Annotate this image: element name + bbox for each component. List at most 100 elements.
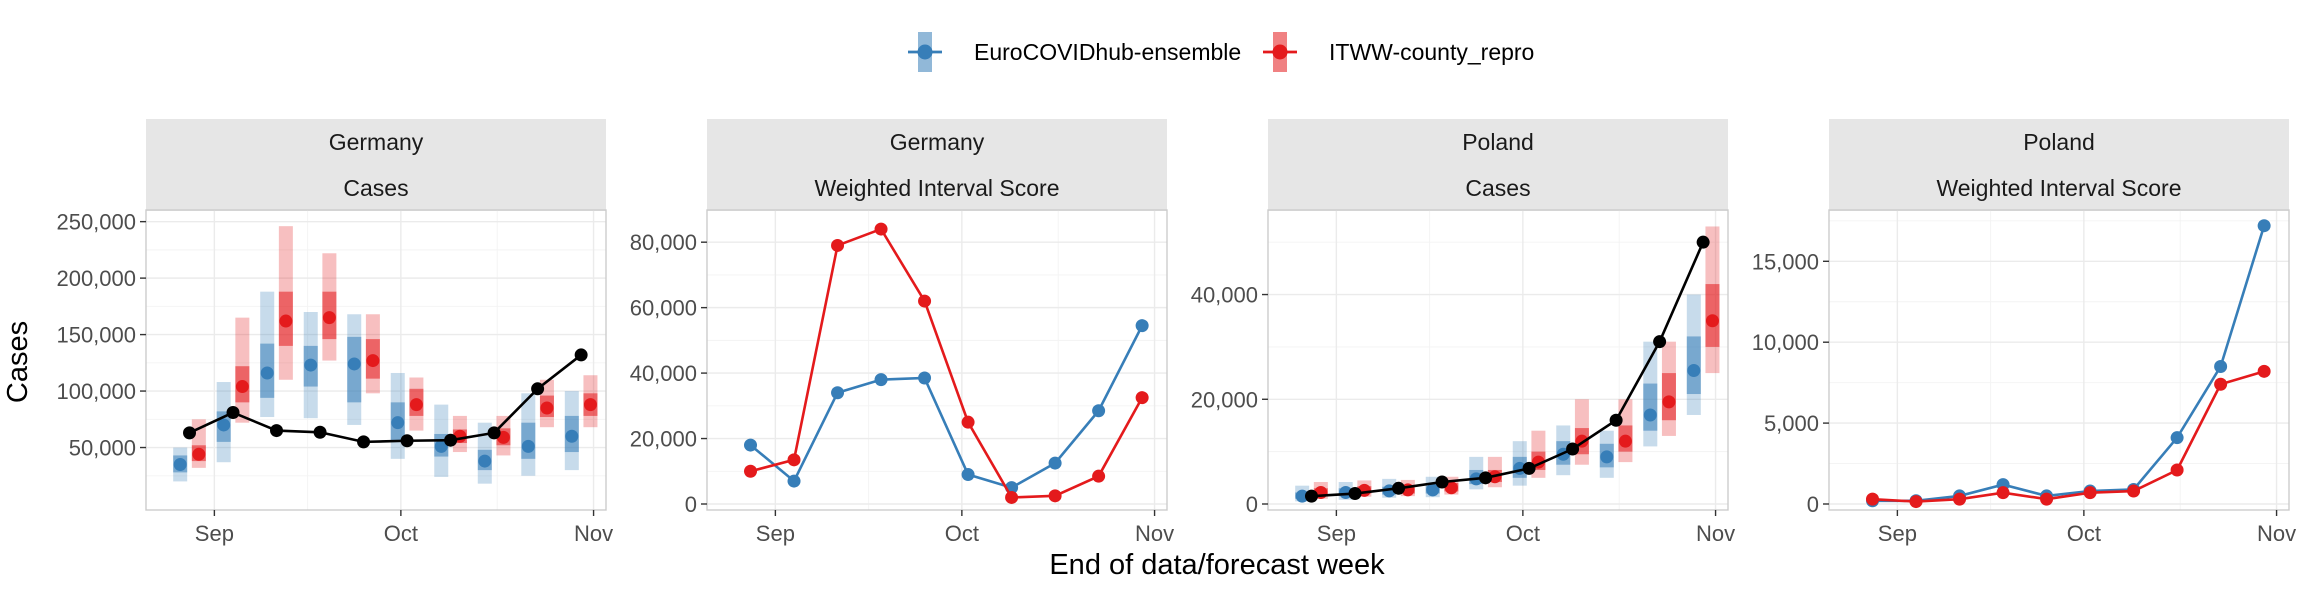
median-point bbox=[217, 418, 231, 432]
observed-line bbox=[188, 353, 582, 444]
score-point bbox=[744, 438, 758, 452]
panel-border bbox=[706, 209, 1168, 511]
observed-point bbox=[444, 433, 458, 447]
x-tick-label: Nov bbox=[1135, 521, 1174, 546]
y-axis-title: Cases bbox=[2, 321, 34, 403]
observed-point bbox=[183, 426, 197, 440]
observed-line bbox=[1311, 241, 1705, 498]
observed-point bbox=[1435, 475, 1449, 489]
observed-point bbox=[574, 348, 588, 362]
median-point bbox=[366, 354, 380, 368]
y-tick-label: 80,000 bbox=[630, 230, 697, 255]
observed-point bbox=[1522, 461, 1536, 475]
score-point bbox=[1996, 486, 2010, 500]
observed-point bbox=[357, 435, 371, 449]
panel-poland-cases: Poland Cases 0 20,000 40,000 Sep Oct Nov bbox=[1191, 119, 1735, 546]
median-point bbox=[565, 429, 579, 443]
facet-label-location: Germany bbox=[329, 129, 424, 155]
y-tick-label: 200,000 bbox=[56, 266, 136, 291]
score-point bbox=[1909, 495, 1923, 509]
score-point bbox=[1953, 492, 1967, 506]
score-point bbox=[831, 238, 845, 252]
score-point bbox=[2257, 219, 2271, 233]
score-point bbox=[2214, 359, 2228, 373]
x-tick-label: Oct bbox=[2067, 521, 2101, 546]
median-point bbox=[173, 457, 187, 471]
median-point bbox=[279, 314, 293, 328]
y-tick-label: 5,000 bbox=[1764, 411, 1819, 436]
y-tick-label: 0 bbox=[1246, 492, 1258, 517]
y-tick-label: 150,000 bbox=[56, 323, 136, 348]
median-point bbox=[409, 398, 423, 412]
facet-label-target: Cases bbox=[1465, 175, 1530, 201]
median-point bbox=[1618, 434, 1632, 448]
panel-poland-wis: Poland Weighted Interval Score 0 5,000 10,00… bbox=[1752, 119, 2296, 546]
facet-strip-location bbox=[146, 119, 606, 165]
prediction-interval-inner bbox=[1643, 383, 1658, 431]
observed-point bbox=[400, 434, 414, 448]
y-tick-label: 40,000 bbox=[1191, 283, 1258, 308]
x-tick-label: Sep bbox=[1878, 521, 1917, 546]
x-axis-title: End of data/forecast week bbox=[1049, 549, 1385, 581]
median-point bbox=[1643, 408, 1657, 422]
median-point bbox=[521, 439, 535, 453]
x-tick-label: Sep bbox=[195, 521, 234, 546]
score-point bbox=[2257, 364, 2271, 378]
x-tick-label: Sep bbox=[1317, 521, 1356, 546]
score-line bbox=[1872, 225, 2266, 503]
facet-label-target: Weighted Interval Score bbox=[1936, 175, 2181, 201]
score-point bbox=[1092, 404, 1106, 418]
median-point bbox=[1705, 314, 1719, 328]
x-tick-label: Oct bbox=[384, 521, 418, 546]
observed-point bbox=[487, 426, 501, 440]
observed-point bbox=[1479, 471, 1493, 485]
median-point bbox=[1426, 483, 1440, 497]
facet-label-target: Weighted Interval Score bbox=[814, 175, 1059, 201]
observed-point bbox=[1392, 481, 1406, 495]
observed-point bbox=[531, 382, 545, 396]
median-point bbox=[478, 454, 492, 468]
score-point bbox=[1135, 319, 1149, 333]
score-line bbox=[749, 325, 1144, 490]
legend-label: EuroCOVIDhub-ensemble bbox=[974, 39, 1241, 65]
median-point bbox=[1662, 395, 1676, 409]
x-tick-label: Oct bbox=[945, 521, 979, 546]
observed-point bbox=[1609, 413, 1623, 427]
observed-point bbox=[1653, 335, 1667, 349]
score-point bbox=[1005, 490, 1019, 504]
facet-strip-target bbox=[707, 165, 1167, 211]
legend-label: ITWW-county_repro bbox=[1329, 39, 1534, 65]
observed-point bbox=[1696, 235, 1710, 249]
y-tick-label: 50,000 bbox=[69, 436, 136, 461]
y-tick-label: 40,000 bbox=[630, 361, 697, 386]
facet-strip-location bbox=[1829, 119, 2289, 165]
legend-key-point bbox=[1272, 44, 1288, 60]
median-point bbox=[583, 398, 597, 412]
facet-strip-target bbox=[146, 165, 606, 211]
facet-strip-location bbox=[707, 119, 1167, 165]
score-point bbox=[787, 453, 801, 467]
median-point bbox=[347, 357, 361, 371]
y-tick-label: 15,000 bbox=[1752, 249, 1819, 274]
score-point bbox=[787, 474, 801, 488]
y-tick-label: 250,000 bbox=[56, 210, 136, 235]
score-line bbox=[1872, 370, 2265, 503]
facet-strip-target bbox=[1829, 165, 2289, 211]
median-point bbox=[322, 311, 336, 325]
chart-panels: Germany Cases 50,000 100,000 150,000 200,000 2… bbox=[56, 119, 2296, 546]
score-point bbox=[874, 222, 888, 236]
y-tick-label: 20,000 bbox=[630, 427, 697, 452]
legend: EuroCOVIDhub-ensemble ITWW-county_repro bbox=[908, 32, 1534, 72]
facet-label-location: Germany bbox=[890, 129, 985, 155]
median-point bbox=[391, 416, 405, 430]
score-point bbox=[1092, 469, 1106, 483]
observed-point bbox=[270, 424, 284, 438]
score-point bbox=[1048, 456, 1062, 470]
legend-key-point bbox=[917, 44, 933, 60]
score-point bbox=[2127, 484, 2141, 498]
score-point bbox=[1048, 489, 1062, 503]
score-point bbox=[2170, 431, 2184, 445]
y-tick-label: 60,000 bbox=[630, 296, 697, 321]
median-point bbox=[235, 380, 249, 394]
